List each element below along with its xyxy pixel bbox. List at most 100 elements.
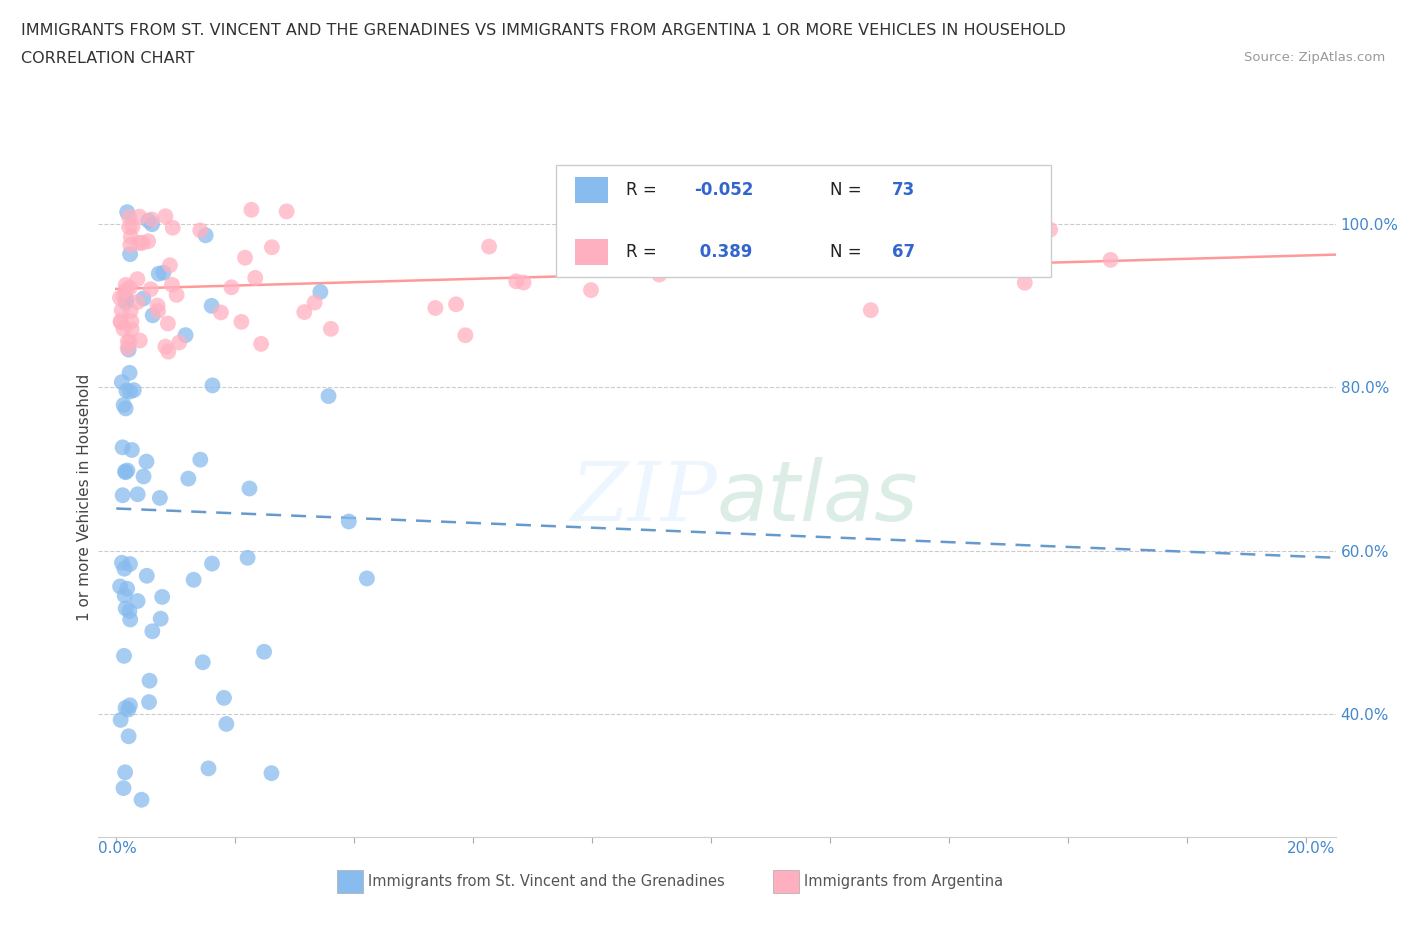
Point bbox=[319, 322, 342, 337]
Point bbox=[136, 233, 159, 248]
Point bbox=[117, 340, 139, 355]
Text: Immigrants from Argentina: Immigrants from Argentina bbox=[804, 874, 1004, 889]
Point bbox=[118, 604, 141, 618]
Point bbox=[197, 761, 219, 776]
Point bbox=[240, 203, 263, 218]
Point bbox=[356, 571, 378, 586]
Point bbox=[121, 322, 143, 337]
Point bbox=[120, 246, 142, 261]
Point bbox=[120, 303, 142, 318]
Point bbox=[188, 452, 211, 467]
Point bbox=[112, 322, 135, 337]
Point bbox=[118, 342, 141, 357]
Point bbox=[127, 486, 149, 501]
Point bbox=[304, 295, 326, 310]
Point bbox=[131, 235, 153, 250]
Text: 20.0%: 20.0% bbox=[1288, 841, 1336, 857]
Point bbox=[115, 581, 138, 596]
Point bbox=[478, 239, 501, 254]
Text: Source: ZipAtlas.com: Source: ZipAtlas.com bbox=[1244, 51, 1385, 64]
Point bbox=[108, 290, 131, 305]
Point bbox=[118, 209, 141, 224]
Point bbox=[141, 217, 163, 232]
Point bbox=[138, 213, 160, 228]
Bar bbox=[575, 239, 607, 265]
Point bbox=[131, 792, 153, 807]
Text: 0.389: 0.389 bbox=[695, 243, 752, 260]
Point bbox=[1039, 222, 1062, 237]
Point bbox=[191, 655, 214, 670]
Point bbox=[118, 335, 141, 350]
Point bbox=[110, 314, 132, 329]
Point bbox=[212, 690, 235, 705]
Point bbox=[245, 271, 267, 286]
Point bbox=[444, 297, 467, 312]
Point bbox=[127, 593, 149, 608]
Point bbox=[135, 454, 157, 469]
Point bbox=[183, 572, 205, 587]
Point bbox=[231, 314, 253, 329]
Text: ZIP: ZIP bbox=[571, 458, 717, 538]
Point bbox=[613, 237, 636, 252]
Point bbox=[120, 237, 142, 252]
Point bbox=[921, 215, 943, 230]
Point bbox=[114, 700, 136, 715]
Point bbox=[117, 463, 139, 478]
Point bbox=[201, 378, 224, 392]
Point bbox=[233, 250, 256, 265]
Point bbox=[512, 275, 534, 290]
Point bbox=[454, 328, 477, 343]
Point bbox=[114, 588, 136, 603]
Point bbox=[236, 551, 259, 565]
Point bbox=[142, 308, 165, 323]
Point bbox=[122, 382, 145, 397]
Point bbox=[114, 464, 136, 479]
Point bbox=[215, 716, 238, 731]
Point bbox=[167, 335, 190, 350]
Text: 73: 73 bbox=[893, 181, 915, 199]
Point bbox=[114, 401, 136, 416]
Point bbox=[132, 469, 155, 484]
Point bbox=[201, 556, 224, 571]
Point bbox=[128, 235, 150, 250]
Point bbox=[112, 648, 135, 663]
Point bbox=[276, 204, 298, 219]
Point bbox=[112, 289, 135, 304]
Text: CORRELATION CHART: CORRELATION CHART bbox=[21, 51, 194, 66]
Text: N =: N = bbox=[831, 181, 868, 199]
Point bbox=[155, 339, 177, 354]
Point bbox=[117, 729, 139, 744]
Point bbox=[141, 624, 163, 639]
Point bbox=[149, 611, 172, 626]
Point bbox=[127, 295, 149, 310]
Point bbox=[118, 556, 141, 571]
Point bbox=[127, 272, 149, 286]
Point bbox=[111, 555, 134, 570]
Point bbox=[146, 303, 169, 318]
Point bbox=[135, 568, 157, 583]
Point bbox=[121, 443, 143, 458]
Text: atlas: atlas bbox=[717, 457, 918, 538]
Point bbox=[118, 280, 141, 295]
FancyBboxPatch shape bbox=[557, 165, 1052, 277]
Point bbox=[209, 305, 232, 320]
Point bbox=[139, 282, 162, 297]
Point bbox=[309, 285, 332, 299]
Text: R =: R = bbox=[626, 181, 662, 199]
Point bbox=[114, 277, 136, 292]
Point bbox=[174, 327, 197, 342]
Point bbox=[111, 440, 134, 455]
Point bbox=[120, 612, 142, 627]
Point bbox=[110, 314, 132, 329]
Point bbox=[579, 283, 602, 298]
Point bbox=[648, 267, 671, 282]
Point bbox=[1099, 252, 1122, 267]
Point bbox=[118, 219, 141, 234]
Text: Immigrants from St. Vincent and the Grenadines: Immigrants from St. Vincent and the Gren… bbox=[368, 874, 725, 889]
Point bbox=[115, 292, 138, 307]
Point bbox=[201, 299, 224, 313]
Point bbox=[138, 695, 160, 710]
Point bbox=[159, 258, 181, 272]
Point bbox=[118, 365, 141, 380]
Point bbox=[152, 265, 174, 280]
